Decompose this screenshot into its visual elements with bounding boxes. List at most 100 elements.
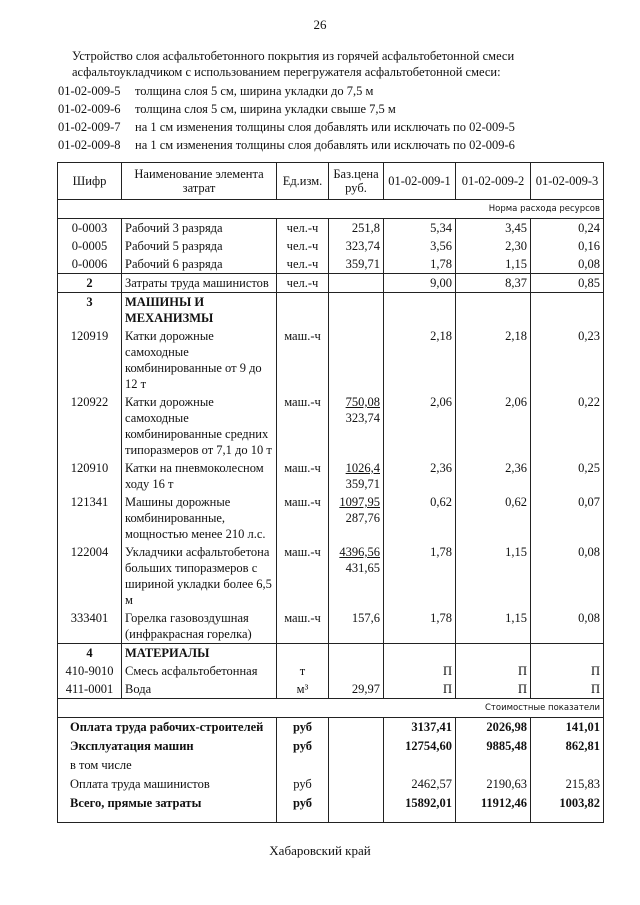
cost-value-3 bbox=[530, 756, 604, 775]
row-price: 359,71 bbox=[328, 255, 384, 274]
header-code: Шифр bbox=[57, 162, 122, 200]
row-code: 0-0003 bbox=[57, 218, 122, 237]
row-value-2: 1,15 bbox=[455, 543, 531, 609]
table-row: 0-0003 Рабочий 3 разряда чел.-ч 251,8 5,34 3,… bbox=[57, 218, 604, 237]
cost-value-3: 862,81 bbox=[530, 737, 604, 756]
row-value-3: 0,22 bbox=[530, 393, 604, 459]
spec-text: толщина слоя 5 см, ширина укладки свыше … bbox=[135, 102, 396, 116]
table-header-row: Шифр Наименование элемента затрат Ед.изм… bbox=[57, 162, 604, 200]
row-value-2: 8,37 bbox=[455, 273, 531, 293]
row-value-3: 0,25 bbox=[530, 459, 604, 493]
row-value-1: 9,00 bbox=[383, 273, 456, 293]
row-value-3: 0,08 bbox=[530, 255, 604, 274]
cost-price-empty bbox=[328, 756, 384, 775]
row-value-2: П bbox=[455, 680, 531, 699]
cost-row: Оплата труда рабочих-строителей руб 3137,4… bbox=[57, 717, 604, 737]
row-unit: маш.-ч bbox=[276, 393, 329, 459]
row-value-1: П bbox=[383, 680, 456, 699]
spec-code: 01-02-009-7 bbox=[58, 120, 121, 134]
cost-value-1: 12754,60 bbox=[383, 737, 456, 756]
price-value: 251,8 bbox=[351, 221, 380, 235]
row-price: 4396,56 431,65 bbox=[328, 543, 384, 609]
row-name: Рабочий 5 разряда bbox=[121, 237, 277, 255]
row-price: 750,08 323,74 bbox=[328, 393, 384, 459]
row-value-2 bbox=[455, 643, 531, 662]
table-row: 410-9010 Смесь асфальтобетонная т П П П bbox=[57, 662, 604, 680]
price-value: 359,71 bbox=[345, 477, 380, 491]
row-value-3: 0,08 bbox=[530, 543, 604, 609]
row-unit bbox=[276, 643, 329, 662]
row-value-2: П bbox=[455, 662, 531, 680]
table-row: 333401 Горелка газовоздушная (инфракрасна… bbox=[57, 609, 604, 644]
row-name: Затраты труда машинистов bbox=[121, 273, 277, 293]
intro-line: Устройство слоя асфальтобетонного покрыт… bbox=[72, 49, 515, 63]
table-row: 122004 Укладчики асфальтобетона больших т… bbox=[57, 543, 604, 609]
row-price: 323,74 bbox=[328, 237, 384, 255]
cost-value-1 bbox=[383, 756, 456, 775]
spec-text: толщина слоя 5 см, ширина укладки до 7,5… bbox=[135, 84, 374, 98]
row-value-3: П bbox=[530, 662, 604, 680]
row-name: Катки на пневмоколесном ходу 16 т bbox=[121, 459, 277, 493]
cost-value-3: 215,83 bbox=[530, 775, 604, 794]
row-value-3: 0,24 bbox=[530, 218, 604, 237]
row-unit bbox=[276, 292, 329, 327]
price-value: 359,71 bbox=[345, 257, 380, 271]
cost-value-2: 11912,46 bbox=[455, 794, 531, 823]
spec-code: 01-02-009-6 bbox=[58, 102, 121, 116]
table-row: 0-0006 Рабочий 6 разряда чел.-ч 359,71 1,78 1… bbox=[57, 255, 604, 274]
row-value-2: 0,62 bbox=[455, 493, 531, 543]
cost-value-2 bbox=[455, 756, 531, 775]
footer-region: Хабаровский край bbox=[269, 843, 371, 858]
table-row: 0-0005 Рабочий 5 разряда чел.-ч 323,74 3,56 2… bbox=[57, 237, 604, 255]
header-col3: 01-02-009-3 bbox=[530, 162, 604, 200]
cost-label: Оплата труда машинистов bbox=[57, 775, 277, 794]
row-value-1: 5,34 bbox=[383, 218, 456, 237]
row-name: Рабочий 6 разряда bbox=[121, 255, 277, 274]
spec-line: 01-02-009-7 на 1 см изменения толщины сло… bbox=[58, 120, 515, 135]
row-code: 3 bbox=[57, 292, 122, 327]
spec-text: на 1 см изменения толщины слоя добавлять… bbox=[135, 138, 515, 152]
row-value-2 bbox=[455, 292, 531, 327]
price-top: 1097,95 bbox=[339, 495, 380, 509]
row-name: Катки дорожные самоходные комбинированны… bbox=[121, 327, 277, 393]
header-unit: Ед.изм. bbox=[276, 162, 329, 200]
price-top: 4396,56 bbox=[339, 545, 380, 559]
row-unit: маш.-ч bbox=[276, 543, 329, 609]
spec-code: 01-02-009-8 bbox=[58, 138, 121, 152]
row-unit: чел.-ч bbox=[276, 273, 329, 293]
table-row: 120922 Катки дорожные самоходные комбинир… bbox=[57, 393, 604, 459]
row-price bbox=[328, 273, 384, 293]
cost-row: Всего, прямые затраты руб 15892,01 11912,46… bbox=[57, 794, 604, 823]
row-value-3 bbox=[530, 643, 604, 662]
price-top: 1026,4 bbox=[345, 461, 380, 475]
cost-unit: руб bbox=[276, 794, 329, 823]
row-unit: маш.-ч bbox=[276, 459, 329, 493]
row-code: 121341 bbox=[57, 493, 122, 543]
price-value: 157,6 bbox=[351, 611, 380, 625]
resource-table: Шифр Наименование элемента затрат Ед.изм… bbox=[57, 162, 604, 823]
row-price: 157,6 bbox=[328, 609, 384, 644]
row-value-3: 0,08 bbox=[530, 609, 604, 644]
cost-value-3: 141,01 bbox=[530, 717, 604, 737]
row-code: 120922 bbox=[57, 393, 122, 459]
row-unit: чел.-ч bbox=[276, 237, 329, 255]
cost-unit: руб bbox=[276, 717, 329, 737]
row-value-3 bbox=[530, 292, 604, 327]
row-name: МАТЕРИАЛЫ bbox=[121, 643, 277, 662]
row-code: 2 bbox=[57, 273, 122, 293]
row-unit: м³ bbox=[276, 680, 329, 699]
cost-value-3: 1003,82 bbox=[530, 794, 604, 823]
price-top: 750,08 bbox=[345, 395, 380, 409]
table-row: 4 МАТЕРИАЛЫ bbox=[57, 643, 604, 662]
cost-price-empty bbox=[328, 717, 384, 737]
row-value-2: 2,36 bbox=[455, 459, 531, 493]
row-code: 4 bbox=[57, 643, 122, 662]
row-price: 1097,95 287,76 bbox=[328, 493, 384, 543]
row-value-3: 0,07 bbox=[530, 493, 604, 543]
norm-band: Норма расхода ресурсов bbox=[57, 199, 604, 219]
row-value-1: П bbox=[383, 662, 456, 680]
cost-row: Оплата труда машинистов руб 2462,57 2190,63… bbox=[57, 775, 604, 794]
row-price: 1026,4 359,71 bbox=[328, 459, 384, 493]
row-value-1: 2,36 bbox=[383, 459, 456, 493]
cost-label: Оплата труда рабочих-строителей bbox=[57, 717, 277, 737]
